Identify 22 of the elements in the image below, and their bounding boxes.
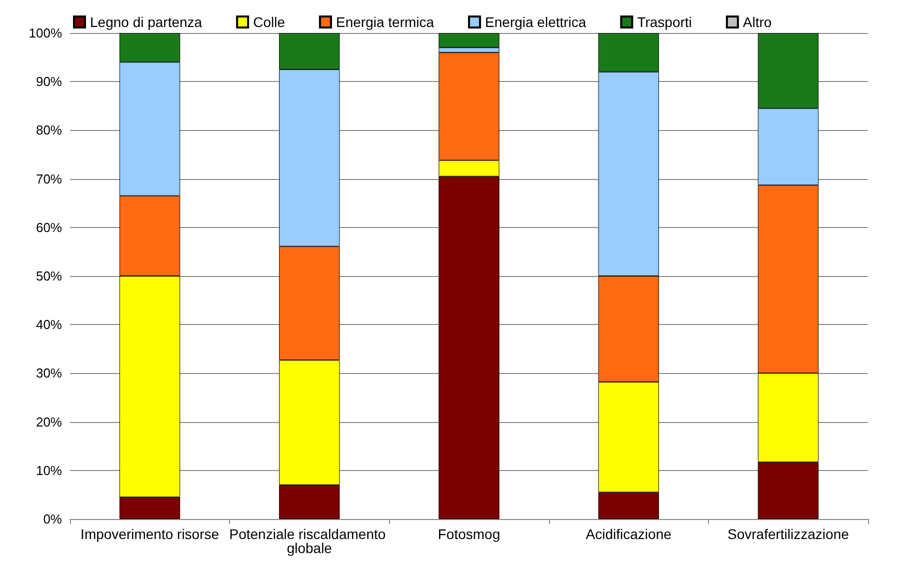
y-tick-label: 50% (36, 268, 62, 284)
x-tick-label: Impoverimento risorse (80, 526, 220, 542)
y-tick-label: 20% (36, 414, 62, 430)
y-tick-label: 90% (36, 74, 62, 90)
y-tick-label: 40% (36, 317, 62, 332)
y-tick-label: 70% (36, 171, 62, 186)
legend-label: Energia termica (336, 14, 434, 30)
y-tick-label: 100% (28, 26, 62, 40)
y-tick-label: 0% (43, 512, 62, 526)
y-tick-label: 60% (36, 220, 62, 235)
legend-label: Colle (253, 14, 286, 30)
x-tick-label: Sovrafertilizzazione (728, 526, 850, 542)
x-tick-label: Fotosmog (438, 526, 500, 542)
legend-label: Trasporti (637, 14, 692, 30)
legend-label: Energia elettrica (485, 14, 586, 30)
legend-label: Legno di partenza (90, 14, 202, 30)
x-tick-label: Potenziale riscaldamento globale (229, 526, 390, 556)
x-tick-label: Acidificazione (586, 526, 672, 542)
y-tick-label: 80% (36, 122, 62, 138)
legend-label: Altro (742, 14, 772, 30)
y-tick-label: 30% (36, 366, 62, 381)
y-tick-label: 10% (36, 462, 62, 478)
